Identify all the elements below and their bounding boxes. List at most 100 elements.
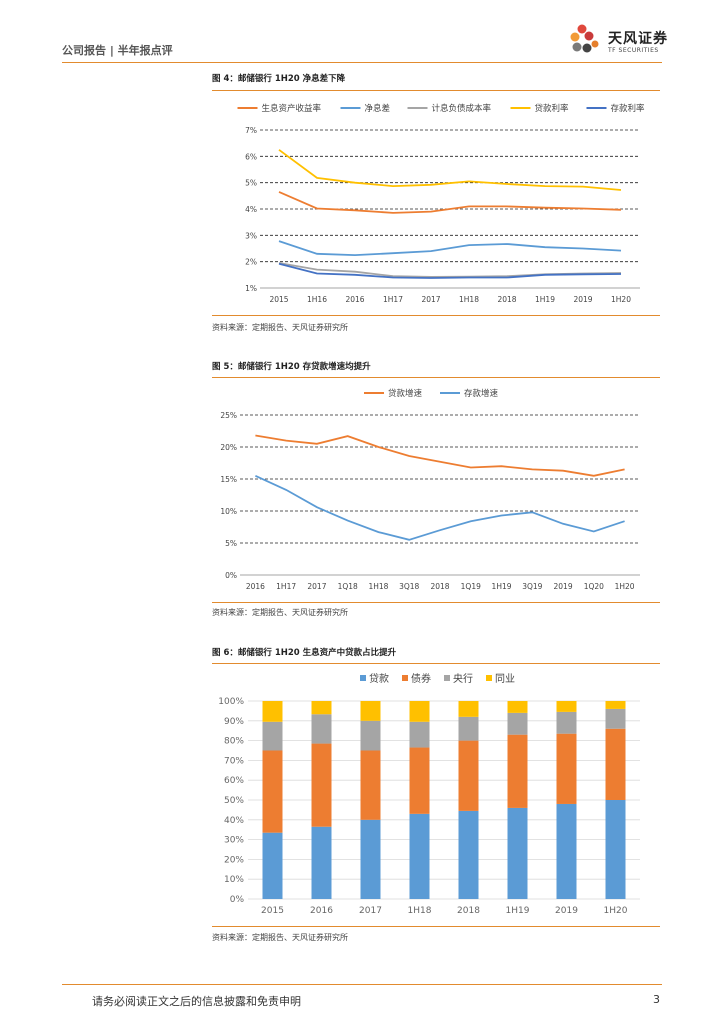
fig6-xtick-6: 2019 [555,906,578,916]
figure-4-source: 资料来源：定期报告、天风证券研究所 [212,323,348,332]
fig6-xtick-4: 2018 [457,906,480,916]
fig4-ytick-3: 4% [245,205,257,214]
fig4-xtick-0: 2015 [269,295,288,304]
fig5-xtick-7: 1Q19 [461,582,481,591]
fig4-legend-label-0: 生息资产收益率 [262,103,322,114]
footer-divider [62,984,662,985]
fig6-bar-0-2 [360,819,381,899]
fig4-legend-label-4: 存款利率 [611,103,646,114]
fig5-legend-label-0: 贷款增速 [388,388,423,399]
fig6-bar-0-7 [605,800,626,899]
brand-name-en: TF SECURITIES [608,47,659,54]
fig4-xtick-2: 2016 [345,295,364,304]
fig6-bar-2-7 [605,708,626,729]
report-category: 公司报告 | 半年报点评 [62,44,173,57]
fig6-bar-1-2 [360,750,381,820]
fig6-bar-0-6 [556,803,577,899]
fig4-xtick-8: 2019 [573,295,592,304]
fig6-ytick-5: 50% [224,796,244,806]
fig6-bar-2-1 [311,714,332,744]
figure-5-bottom-rule [212,602,660,603]
fig4-ytick-6: 7% [245,126,257,135]
fig6-ytick-6: 60% [224,776,244,786]
footer-disclaimer: 请务必阅读正文之后的信息披露和免责申明 [92,995,301,1008]
fig4-series-line-1 [278,240,622,257]
fig5-xtick-11: 1Q20 [584,582,604,591]
fig5-xtick-9: 3Q19 [522,582,542,591]
fig5-ytick-3: 15% [220,475,237,484]
fig6-bar-3-5 [507,701,528,713]
figure-6-source: 资料来源：定期报告、天风证券研究所 [212,933,348,942]
fig6-ytick-2: 20% [224,855,244,865]
fig6-bar-1-6 [556,733,577,804]
fig5-ytick-4: 20% [220,443,237,452]
fig6-ytick-0: 0% [230,895,245,905]
fig6-bar-0-1 [311,826,332,899]
figure-5-chart: 0% 5% 10% 15% 20% 25% 2016 1H17 2017 1Q18 1H18 3Q18… [220,388,640,591]
figure-6-top-rule [212,663,660,664]
fig6-ytick-10: 100% [218,697,244,707]
fig6-bar-3-7 [605,701,626,709]
fig6-bar-1-4 [458,740,479,811]
fig6-legend-swatch-0 [360,675,366,681]
fig5-xtick-6: 2018 [430,582,449,591]
fig6-bar-0-5 [507,807,528,899]
fig4-legend-label-2: 计息负债成本率 [432,103,492,114]
fig4-series-line-3 [278,149,622,191]
figure-4-bottom-rule [212,315,660,316]
figure-6-chart: 0% 10% 20% 30% 40% 50% 60% 70% 80% 90% 100% 2015 201… [218,672,640,916]
figure-5: 图 5：邮储银行 1H20 存贷款增速均提升 0% 5% 10% 15% 20% 25% 2… [212,357,660,622]
fig5-series-line-0 [255,434,625,477]
fig4-xtick-3: 1H17 [383,295,403,304]
figure-6-bottom-rule [212,926,660,927]
fig6-bar-3-4 [458,701,479,717]
fig5-xtick-0: 2016 [246,582,265,591]
fig5-legend-label-1: 存款增速 [464,388,499,399]
page-number: 3 [653,993,660,1006]
figure-5-top-rule [212,377,660,378]
figure-5-title: 图 5：邮储银行 1H20 存贷款增速均提升 [212,362,371,372]
fig5-series-line-1 [255,474,625,541]
figure-4-chart: 1% 2% 3% 4% 5% 6% 7% 2015 1H16 2016 1H17 2017 1H18 20… [237,103,646,304]
figure-4-top-rule [212,90,660,91]
fig5-ytick-5: 25% [220,411,237,420]
fig6-bar-3-2 [360,701,381,721]
fig6-bar-2-3 [409,721,430,748]
fig5-xtick-4: 1H18 [368,582,388,591]
fig5-xtick-10: 2019 [554,582,573,591]
fig4-xtick-7: 1H19 [535,295,555,304]
fig5-ytick-2: 10% [220,507,237,516]
fig5-ytick-1: 5% [225,539,237,548]
figure-6: 图 6：邮储银行 1H20 生息资产中贷款占比提升 0% 10% 20% 30% 40%… [212,643,660,948]
fig6-bar-3-6 [556,701,577,712]
fig4-series-line-0 [278,191,622,214]
fig6-ytick-8: 80% [224,737,244,747]
fig6-ytick-3: 30% [224,836,244,846]
fig6-ytick-4: 40% [224,816,244,826]
fig4-xtick-6: 2018 [497,295,516,304]
fig6-xtick-0: 2015 [261,906,284,916]
fig6-legend-label-3: 同业 [495,673,515,685]
fig6-bar-0-3 [409,813,430,899]
fig6-bar-1-7 [605,728,626,800]
tf-securities-logo-icon [570,24,599,53]
fig4-xtick-9: 1H20 [611,295,631,304]
fig4-xtick-4: 2017 [421,295,440,304]
fig6-legend-label-0: 贷款 [369,672,389,685]
fig5-xtick-2: 2017 [307,582,326,591]
figure-6-title: 图 6：邮储银行 1H20 生息资产中贷款占比提升 [212,648,397,658]
fig6-ytick-7: 70% [224,756,244,766]
fig6-bar-3-3 [409,701,430,722]
fig6-bar-1-0 [262,750,283,833]
fig4-ytick-2: 3% [245,231,257,240]
figure-4: 图 4：邮储银行 1H20 净息差下降 1% 2% 3% 4% 5% 6% 7% 2015 1H… [212,70,660,340]
fig6-bar-1-5 [507,734,528,808]
fig6-ytick-9: 90% [224,717,244,727]
fig6-bar-3-0 [262,701,283,722]
figure-4-title: 图 4：邮储银行 1H20 净息差下降 [212,74,346,84]
fig4-ytick-4: 5% [245,179,257,188]
fig4-legend-label-3: 贷款利率 [535,103,570,114]
fig5-xtick-1: 1H17 [276,582,296,591]
fig6-bar-2-2 [360,720,381,751]
header-divider [62,62,662,63]
